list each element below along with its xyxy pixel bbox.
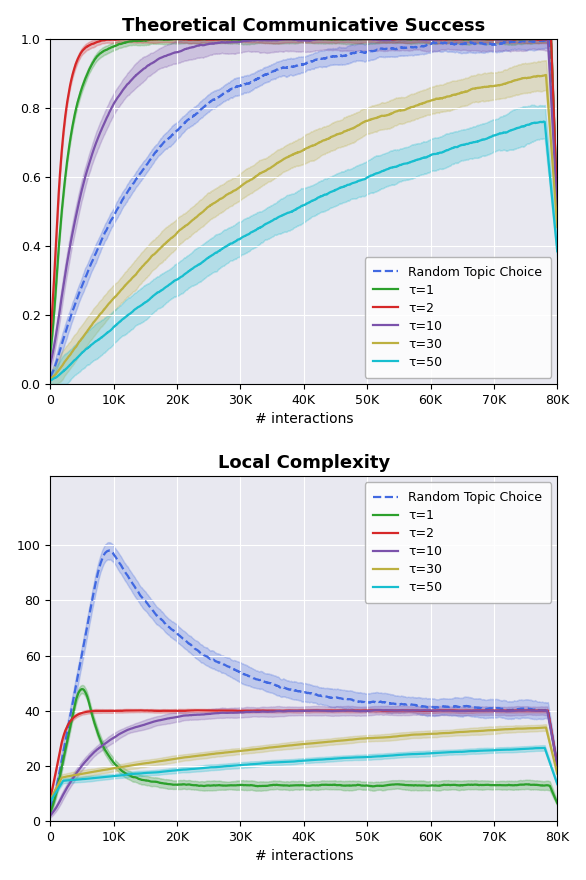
X-axis label: # interactions: # interactions xyxy=(254,412,353,426)
X-axis label: # interactions: # interactions xyxy=(254,849,353,863)
Legend: Random Topic Choice, τ=1, τ=2, τ=10, τ=30, τ=50: Random Topic Choice, τ=1, τ=2, τ=10, τ=3… xyxy=(364,482,551,603)
Title: Local Complexity: Local Complexity xyxy=(217,454,390,472)
Title: Theoretical Communicative Success: Theoretical Communicative Success xyxy=(122,17,485,34)
Legend: Random Topic Choice, τ=1, τ=2, τ=10, τ=30, τ=50: Random Topic Choice, τ=1, τ=2, τ=10, τ=3… xyxy=(364,257,551,378)
